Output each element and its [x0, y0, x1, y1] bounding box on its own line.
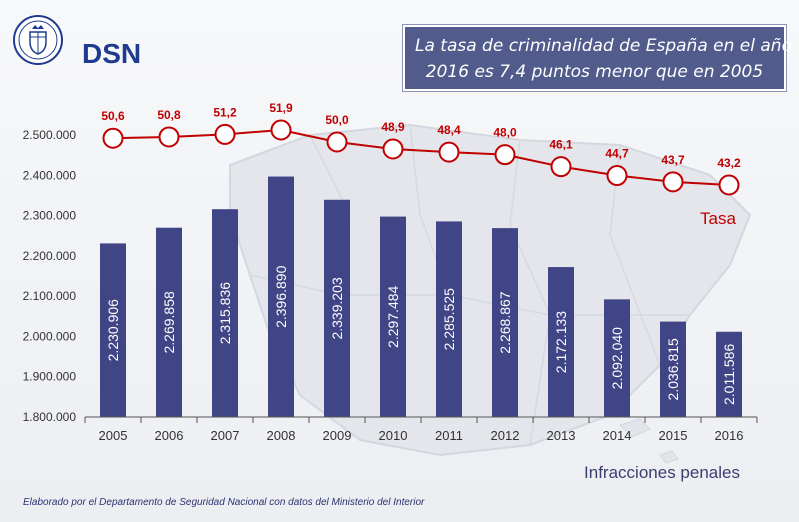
bar-value-label: 2.396.890	[273, 265, 289, 327]
rate-point	[158, 126, 180, 148]
chart-title-box: La tasa de criminalidad de España en el …	[403, 25, 792, 91]
rate-point	[326, 131, 348, 153]
rate-point	[606, 165, 628, 187]
rate-value-label: 51,2	[213, 105, 237, 119]
bar	[436, 221, 462, 417]
bar	[492, 228, 518, 417]
y-tick-label: 1.900.000	[23, 370, 77, 384]
bar-value-label: 2.036.815	[665, 338, 681, 400]
rate-value-label: 43,7	[661, 153, 685, 167]
royal-coat-of-arms-seal-icon	[13, 15, 63, 65]
y-tick-label: 1.800.000	[23, 410, 77, 424]
bar-value-label: 2.011.586	[721, 344, 737, 405]
bar	[268, 176, 294, 417]
rate-value-label: 50,6	[101, 109, 125, 123]
chart-title-line-1: La tasa de criminalidad de España en el …	[415, 36, 792, 56]
rate-value-label: 44,7	[605, 147, 629, 161]
rate-series-label: Tasa	[700, 209, 736, 228]
rate-value-label: 50,0	[325, 113, 349, 127]
rate-point	[382, 138, 404, 160]
x-tick-label: 2016	[715, 428, 744, 443]
y-tick-label: 2.200.000	[23, 249, 77, 263]
bar-value-label: 2.268.867	[497, 291, 513, 353]
rate-value-label: 48,9	[381, 120, 405, 134]
x-tick-label: 2006	[155, 428, 184, 443]
rate-point	[214, 123, 236, 145]
bar	[716, 331, 742, 417]
x-tick-label: 2009	[323, 428, 352, 443]
bar-value-label: 2.315.836	[217, 282, 233, 344]
rate-line	[112, 128, 730, 186]
bar	[212, 209, 238, 417]
bar	[548, 267, 574, 417]
rate-point	[270, 119, 292, 141]
y-tick-label: 2.300.000	[23, 209, 77, 223]
y-tick-label: 2.400.000	[23, 168, 77, 182]
rate-value-label: 51,9	[269, 101, 293, 115]
dsn-logo: DSN	[12, 14, 172, 70]
bar	[100, 243, 126, 417]
x-axis: 2005 2006 2007 2008 2009 2010 2011 2012 2013 2014…	[84, 416, 758, 443]
rate-point	[550, 156, 572, 178]
bar-series: 2.230.906 2.269.858 2.315.836 2.396.890 2.33…	[100, 176, 742, 417]
x-tick-label: 2015	[659, 428, 688, 443]
rate-value-label: 50,8	[157, 108, 181, 122]
y-tick-label: 2.100.000	[23, 289, 77, 303]
bar-value-label: 2.172.133	[553, 311, 569, 373]
bar-series-label: Infracciones penales	[584, 463, 740, 482]
rate-point	[438, 141, 460, 163]
rate-point	[102, 127, 124, 149]
x-tick-label: 2010	[379, 428, 408, 443]
x-tick-label: 2008	[267, 428, 296, 443]
x-tick-label: 2011	[435, 428, 463, 443]
y-tick-label: 2.500.000	[23, 128, 77, 142]
rate-point	[494, 144, 516, 166]
bar	[604, 299, 630, 417]
bar-value-label: 2.269.858	[161, 291, 177, 353]
x-tick-label: 2013	[547, 428, 576, 443]
rate-value-label: 43,2	[717, 156, 741, 170]
x-tick-label: 2012	[491, 428, 520, 443]
bar-value-label: 2.297.484	[385, 285, 401, 347]
bar-value-label: 2.092.040	[609, 327, 625, 389]
x-tick-label: 2014	[603, 428, 632, 443]
bar-value-label: 2.230.906	[105, 299, 121, 361]
rate-line-series: 50,6 50,8 51,2 51,9 50,0 48,9 48,4 48,0 46,1 44,7…	[101, 101, 741, 196]
rate-point	[718, 174, 740, 196]
bar	[380, 216, 406, 417]
rate-value-label: 46,1	[549, 138, 573, 152]
rate-point	[662, 171, 684, 193]
bar-value-label: 2.285.525	[441, 288, 457, 350]
bar	[660, 321, 686, 417]
bar	[324, 199, 350, 417]
rate-value-label: 48,4	[437, 123, 461, 137]
bar-value-label: 2.339.203	[329, 277, 345, 339]
y-axis: 1.800.000 1.900.000 2.000.000 2.100.000 2.20…	[23, 128, 77, 424]
chart-title-line-2: 2016 es 7,4 puntos menor que en 2005	[425, 62, 764, 82]
bar	[156, 227, 182, 417]
dsn-logo-text: DSN	[82, 38, 142, 69]
x-tick-label: 2005	[99, 428, 128, 443]
x-tick-label: 2007	[211, 428, 240, 443]
y-tick-label: 2.000.000	[23, 329, 77, 343]
rate-value-label: 48,0	[493, 126, 517, 140]
source-footnote: Elaborado por el Departamento de Segurid…	[23, 497, 425, 508]
